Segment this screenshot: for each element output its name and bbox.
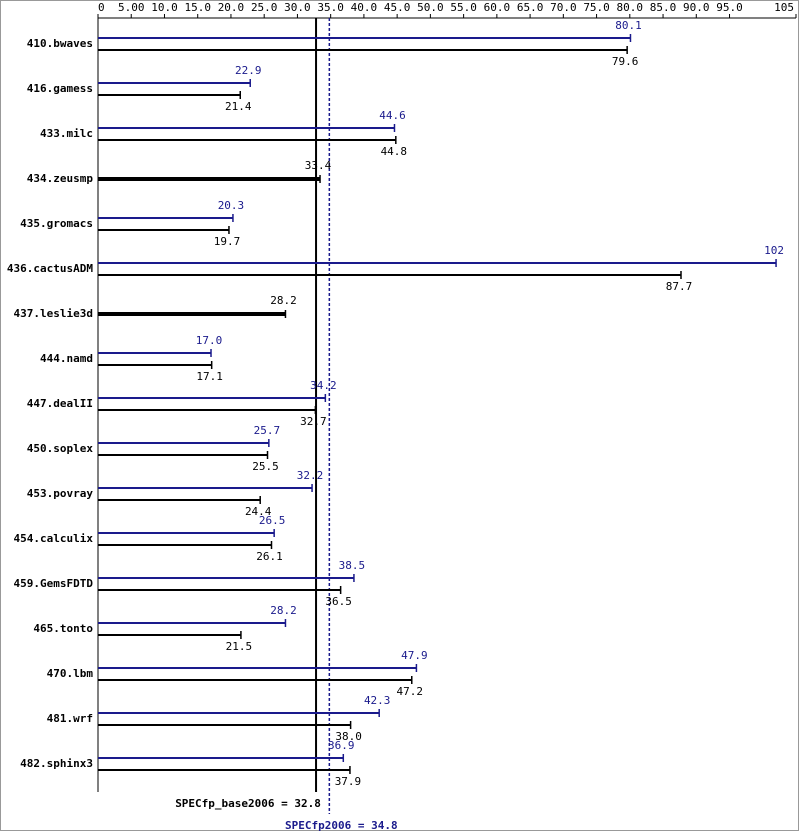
category-label: 435.gromacs <box>20 217 93 230</box>
value-label: 17.1 <box>196 370 223 383</box>
x-tick-label: 85.0 <box>650 1 677 14</box>
x-tick-label: 90.0 <box>683 1 710 14</box>
category-label: 437.leslie3d <box>14 307 93 320</box>
value-label: 42.3 <box>364 694 391 707</box>
x-tick-label: 0 <box>98 1 105 14</box>
x-tick-label: 35.0 <box>317 1 344 14</box>
value-label: 26.1 <box>256 550 283 563</box>
value-label: 32.7 <box>300 415 327 428</box>
value-label: 20.3 <box>218 199 245 212</box>
value-label: 36.5 <box>325 595 352 608</box>
value-label: 25.5 <box>252 460 279 473</box>
value-label: 47.2 <box>397 685 424 698</box>
value-label: 38.0 <box>335 730 362 743</box>
x-tick-label: 60.0 <box>484 1 511 14</box>
reference-label: SPECfp2006 = 34.8 <box>285 819 398 831</box>
category-label: 453.povray <box>27 487 94 500</box>
category-label: 454.calculix <box>14 532 94 545</box>
value-label: 36.9 <box>328 739 355 752</box>
value-label: 79.6 <box>612 55 639 68</box>
x-tick-label: 70.0 <box>550 1 577 14</box>
category-label: 481.wrf <box>47 712 93 725</box>
category-label: 436.cactusADM <box>7 262 93 275</box>
category-label: 447.dealII <box>27 397 93 410</box>
x-tick-label: 40.0 <box>351 1 378 14</box>
value-label: 26.5 <box>259 514 286 527</box>
x-tick-label: 75.0 <box>583 1 610 14</box>
value-label: 37.9 <box>335 775 362 788</box>
reference-label: SPECfp_base2006 = 32.8 <box>175 797 321 810</box>
value-label: 21.5 <box>226 640 253 653</box>
value-label: 33.4 <box>305 159 332 172</box>
category-label: 416.gamess <box>27 82 93 95</box>
value-label: 21.4 <box>225 100 252 113</box>
value-label: 28.2 <box>270 294 297 307</box>
category-label: 459.GemsFDTD <box>14 577 94 590</box>
category-label: 433.milc <box>40 127 93 140</box>
category-label: 410.bwaves <box>27 37 93 50</box>
value-label: 87.7 <box>666 280 693 293</box>
x-tick-label: 45.0 <box>384 1 411 14</box>
value-label: 24.4 <box>245 505 272 518</box>
x-tick-label: 105 <box>774 1 794 14</box>
x-tick-label: 50.0 <box>417 1 444 14</box>
value-label: 44.8 <box>381 145 408 158</box>
x-tick-label: 15.0 <box>184 1 211 14</box>
category-label: 434.zeusmp <box>27 172 94 185</box>
value-label: 19.7 <box>214 235 241 248</box>
value-label: 47.9 <box>401 649 428 662</box>
category-label: 444.namd <box>40 352 93 365</box>
category-label: 482.sphinx3 <box>20 757 93 770</box>
x-tick-label: 95.0 <box>716 1 743 14</box>
x-tick-label: 65.0 <box>517 1 544 14</box>
category-label: 470.lbm <box>47 667 94 680</box>
value-label: 28.2 <box>270 604 297 617</box>
value-label: 17.0 <box>196 334 223 347</box>
x-tick-label: 80.0 <box>617 1 644 14</box>
category-label: 465.tonto <box>33 622 93 635</box>
x-tick-label: 20.0 <box>218 1 245 14</box>
category-label: 450.soplex <box>27 442 94 455</box>
x-tick-label: 5.00 <box>118 1 145 14</box>
value-label: 22.9 <box>235 64 262 77</box>
value-label: 80.1 <box>615 19 642 32</box>
value-label: 102 <box>764 244 784 257</box>
value-label: 38.5 <box>339 559 366 572</box>
value-label: 34.2 <box>310 379 337 392</box>
x-tick-label: 10.0 <box>151 1 178 14</box>
x-tick-label: 30.0 <box>284 1 311 14</box>
value-label: 44.6 <box>379 109 406 122</box>
x-tick-label: 25.0 <box>251 1 278 14</box>
value-label: 25.7 <box>254 424 281 437</box>
x-tick-label: 55.0 <box>450 1 477 14</box>
value-label: 32.2 <box>297 469 324 482</box>
